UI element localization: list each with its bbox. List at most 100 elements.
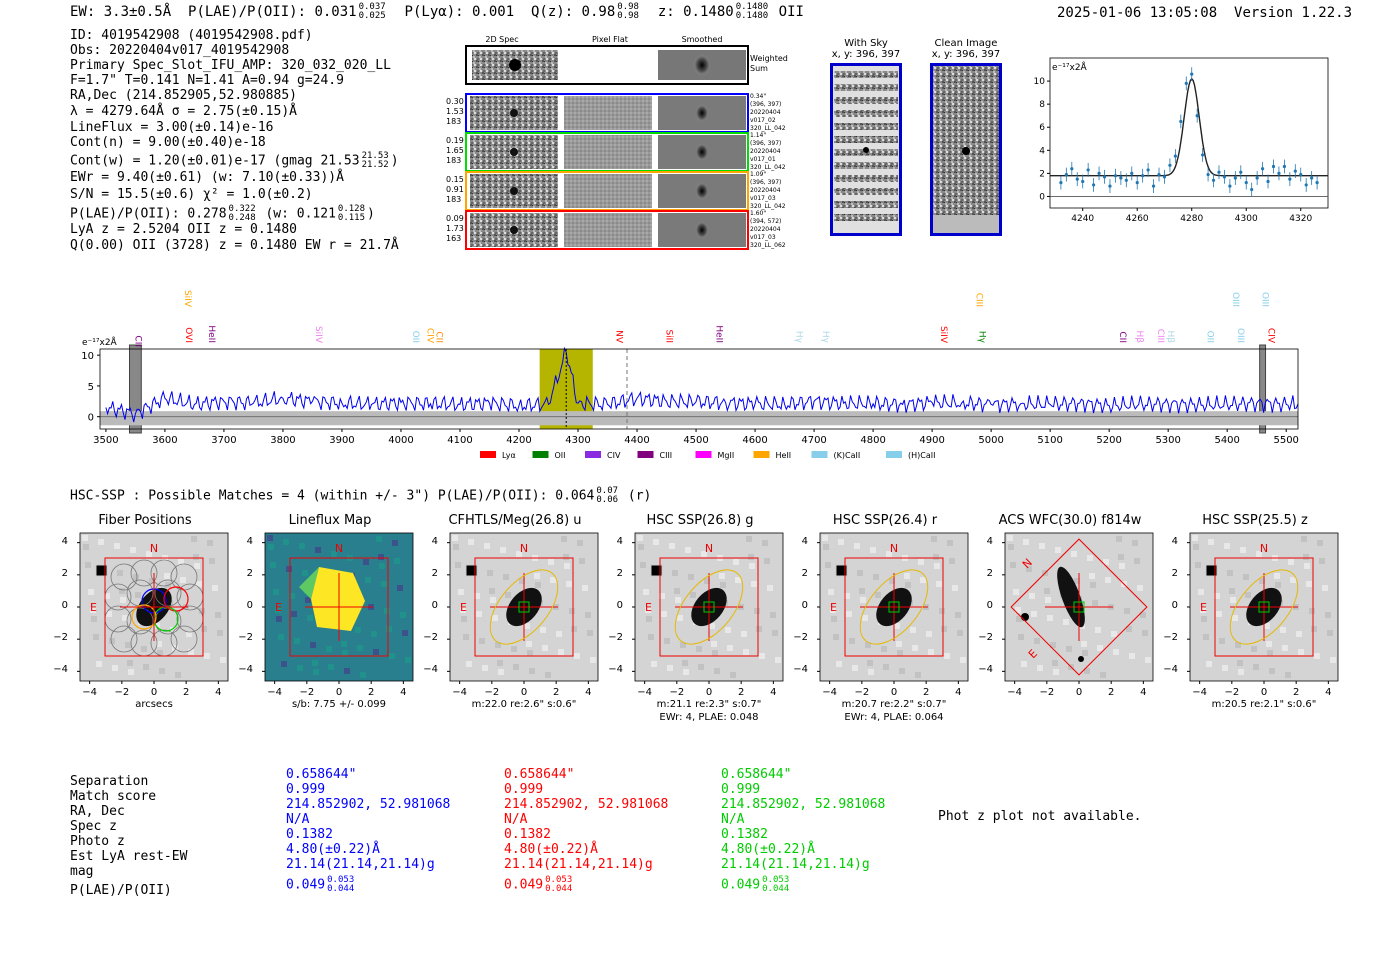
- sky-band: [834, 162, 898, 169]
- emission-line-label: Hγ: [793, 331, 803, 344]
- emission-line-label: SiIV: [313, 326, 323, 344]
- spectrum-xtick-label: 3700: [211, 435, 236, 446]
- aperture-box: [104, 557, 204, 657]
- cutout-stat: 1.73: [446, 224, 464, 233]
- image-ytick-label: 4: [1171, 535, 1178, 547]
- cutout-stat: 163: [446, 234, 461, 243]
- match-value: 214.852902, 52.981068: [286, 797, 451, 812]
- image-xtick-label: 0: [891, 687, 897, 698]
- stamp-texture: [463, 634, 469, 640]
- header-z-line: OII: [778, 4, 804, 20]
- fit-point: [1228, 184, 1232, 188]
- stamp-texture: [934, 563, 940, 569]
- stamp-texture: [1084, 668, 1090, 674]
- stamp-texture: [82, 535, 88, 541]
- stamp-texture: [672, 570, 678, 576]
- fit-point: [1151, 184, 1156, 188]
- stamp-texture: [534, 573, 540, 579]
- fiber-circle: [110, 625, 138, 653]
- stamp-texture: [563, 554, 569, 560]
- fit-point: [1233, 176, 1237, 180]
- stamp-texture: [688, 574, 694, 580]
- cutout-note: v017_02: [750, 117, 776, 124]
- stamp-texture: [1253, 664, 1259, 670]
- fit-point: [1260, 167, 1265, 171]
- stamp-texture: [926, 631, 932, 637]
- fit-point: [1130, 171, 1134, 175]
- image-xtick-label: 4: [1140, 687, 1146, 698]
- match-value: 0.658644": [286, 767, 357, 782]
- match-value: 21.14(21.14,21.14)g: [286, 857, 435, 872]
- image-xtick-label: −2: [669, 687, 684, 698]
- stamp-texture: [899, 668, 905, 674]
- emission-line-label: HeII: [714, 325, 724, 343]
- cutout-smoothed-source: [695, 221, 709, 239]
- stamp-texture: [1140, 612, 1146, 618]
- image-ytick-label: −4: [1163, 664, 1178, 676]
- fit-point: [1206, 172, 1210, 177]
- stamp-texture: [759, 653, 765, 659]
- legend-label: (K)CaII: [834, 451, 861, 460]
- stamp-texture: [455, 562, 461, 568]
- stamp-texture: [305, 597, 311, 603]
- image-ytick-label: −2: [53, 632, 68, 644]
- fit-point: [1184, 81, 1188, 85]
- stamp-texture: [511, 646, 517, 652]
- stamp-texture: [497, 660, 503, 666]
- stamp-texture: [289, 593, 295, 599]
- stamp-texture: [664, 638, 670, 644]
- legend-label: Lyα: [502, 451, 516, 460]
- fit-point: [1179, 119, 1183, 124]
- with-sky-coords: x, y: 396, 397: [831, 49, 901, 60]
- stamp-texture: [825, 562, 831, 568]
- stamp-texture: [357, 645, 363, 651]
- spectrum-xtick-label: 3500: [93, 435, 118, 446]
- cutout-source: [510, 109, 518, 117]
- info-contn: Cont(n) = 9.00(±0.40)e-18: [70, 135, 266, 150]
- stamp-texture: [500, 547, 506, 553]
- legend-swatch: [811, 451, 828, 458]
- stamp-texture: [394, 558, 400, 564]
- image-panel-3: CFHTLS/Meg(26.8) u N E −4 −2 0 2 4 −4 −2 0 2 4 m:22.0…: [423, 510, 615, 725]
- fit-point: [1288, 177, 1292, 181]
- stamp-texture: [1029, 593, 1035, 599]
- stamp-texture: [1142, 630, 1148, 636]
- stamp-texture: [141, 646, 147, 652]
- stamp-texture: [384, 608, 390, 614]
- fiber-circle: [150, 559, 178, 587]
- header-plae-bounds: 0.037 0.025: [358, 2, 386, 21]
- stamp-texture: [1095, 627, 1101, 633]
- image-panel-6: ACS WFC(30.0) f814w N E −4 −2 0 2 4 −4 −2 0 2 4: [978, 510, 1170, 725]
- stamp-texture: [114, 543, 120, 549]
- fit-point: [1157, 172, 1161, 177]
- cutout-note: 320_LL_062: [750, 242, 786, 249]
- stamp-texture: [867, 660, 873, 666]
- stamp-texture: [276, 616, 282, 622]
- image-panel-title: ACS WFC(30.0) f814w: [998, 513, 1142, 528]
- stamp-texture: [1053, 669, 1059, 675]
- stamp-texture: [955, 612, 961, 618]
- spectrum-xtick-label: 4900: [919, 435, 944, 446]
- stamp-texture: [135, 592, 141, 598]
- stamp-texture: [918, 559, 924, 565]
- image-xtick-label: −4: [1192, 687, 1207, 698]
- stamp-texture: [852, 665, 858, 671]
- stamp-texture: [1285, 672, 1291, 678]
- stamp-texture: [405, 657, 411, 663]
- stamp-texture: [1071, 551, 1077, 557]
- spectrum-xtick-label: 5300: [1155, 435, 1180, 446]
- compass-n: N: [520, 542, 528, 555]
- emission-line-label: OII: [410, 331, 420, 343]
- match-value: 0.999: [504, 782, 544, 797]
- stamp-texture: [1298, 649, 1304, 655]
- match-plae: 0.049 0.053 0.044: [504, 875, 573, 894]
- stamp-texture: [373, 649, 379, 655]
- match-value: 4.80(±0.22)Å: [286, 842, 380, 857]
- fit-point: [1086, 168, 1090, 172]
- stamp-texture: [743, 649, 749, 655]
- stamp-texture: [1230, 597, 1236, 603]
- image-panel-2: Lineflux Map N E −4 −2 0 2 4 −4 −2 0 2 4 s/b: 7.75 +/…: [238, 510, 430, 725]
